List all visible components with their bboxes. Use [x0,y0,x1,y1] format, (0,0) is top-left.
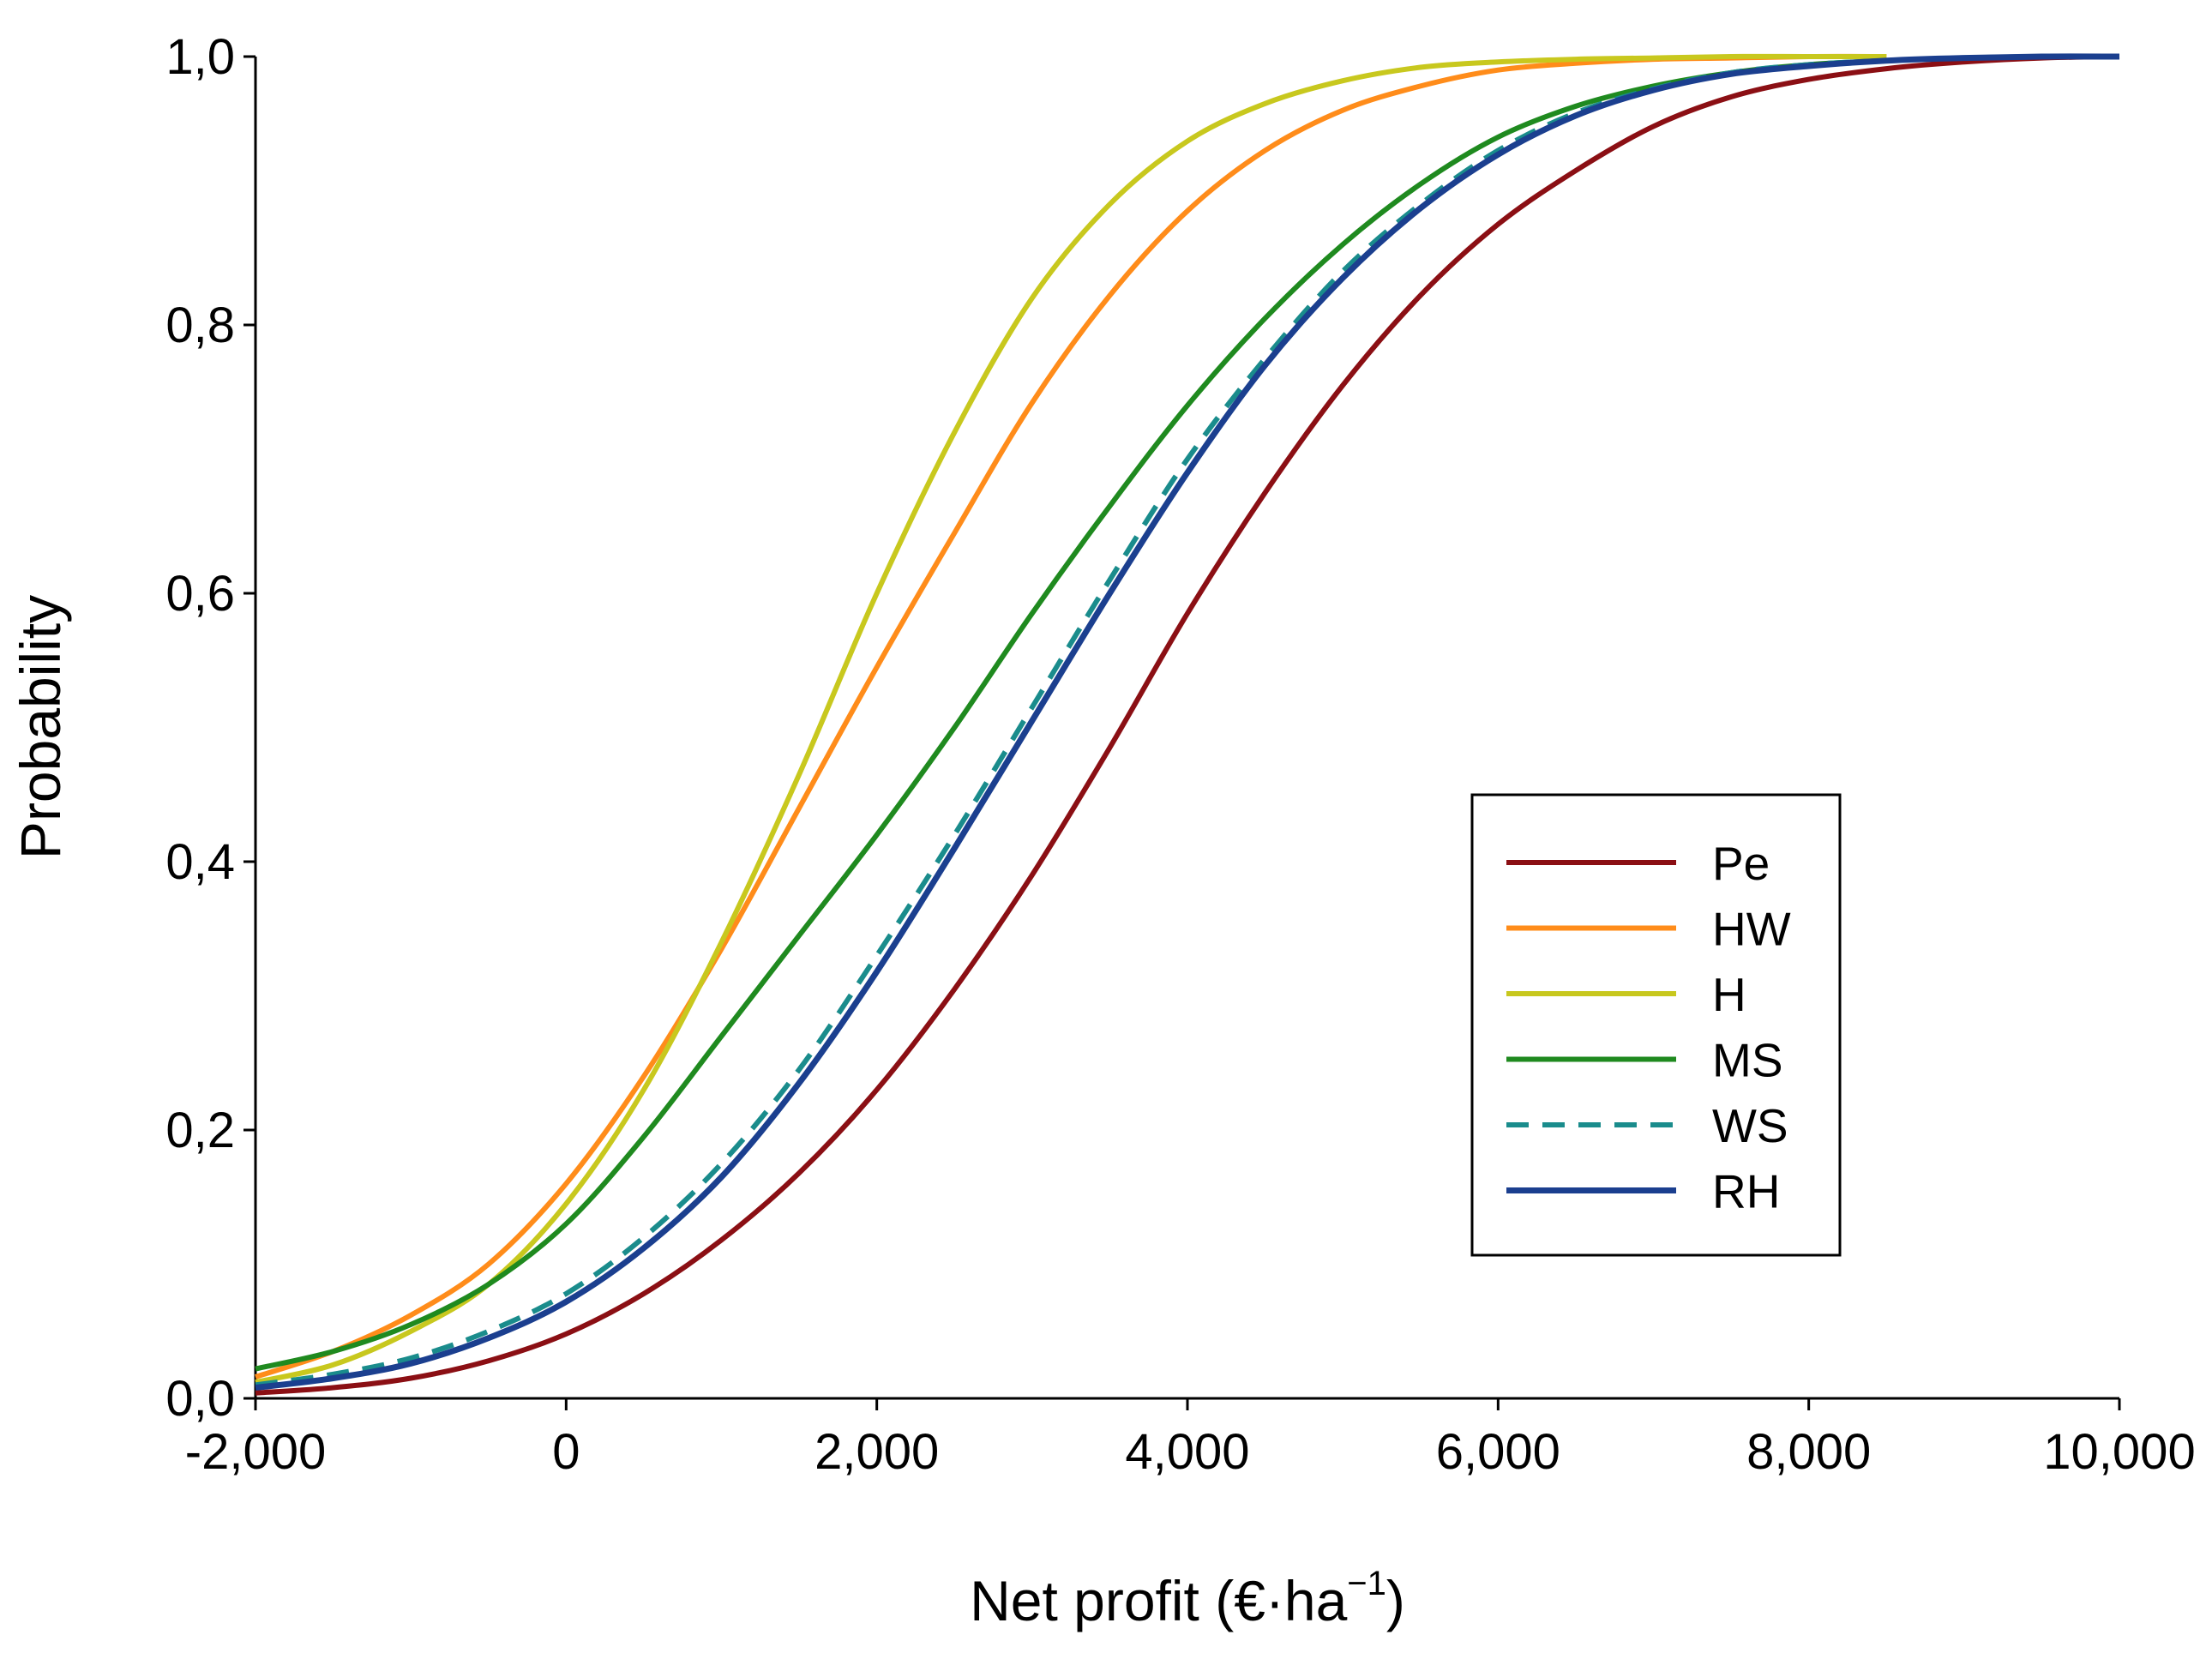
y-tick-label: 0,0 [165,1371,235,1427]
x-tick-label: 8,000 [1746,1424,1871,1480]
x-axis-title-sup: −1 [1347,1565,1386,1602]
legend-label-pe: Pe [1712,837,1770,890]
x-tick-label: 6,000 [1436,1424,1560,1480]
legend-label-ws: WS [1712,1099,1788,1152]
y-tick-label: 1,0 [165,29,235,85]
x-axis-title-close: ) [1386,1569,1405,1632]
series-line-h [255,53,1887,1385]
y-tick-label: 0,6 [165,566,235,622]
y-tick-label: 0,4 [165,834,235,890]
legend-label-rh: RH [1712,1165,1780,1218]
x-axis-title: Net profit (€·ha−1) [970,1565,1405,1632]
series-lines [255,53,2120,1396]
x-tick-label: 2,000 [814,1424,939,1480]
y-tick-label: 0,8 [165,298,235,353]
legend-items: Pe HW H MS WS RH [1506,837,1791,1218]
y-ticks: 0,0 0,2 0,4 0,6 0,8 1,0 [165,29,255,1427]
legend-label-h: H [1712,968,1746,1021]
x-tick-label: 0 [552,1424,580,1480]
series-line-hw [255,53,1887,1379]
x-tick-label: 10,000 [2043,1424,2195,1480]
legend-label-hw: HW [1712,903,1791,956]
y-axis-title: Probability [9,595,72,859]
x-axis-title-main: Net profit (€·ha [970,1569,1347,1632]
x-tick-label: 4,000 [1125,1424,1249,1480]
legend-label-ms: MS [1712,1034,1783,1087]
x-tick-label: -2,000 [185,1424,326,1480]
series-line-rh [255,53,2120,1391]
legend-box [1470,793,1842,1257]
legend: Pe HW H MS WS RH [1470,793,1842,1257]
y-tick-label: 0,2 [165,1103,235,1158]
x-ticks: -2,000 0 2,000 4,000 6,000 8,000 10,000 [185,1398,2196,1480]
series-line-pe [255,54,2120,1396]
